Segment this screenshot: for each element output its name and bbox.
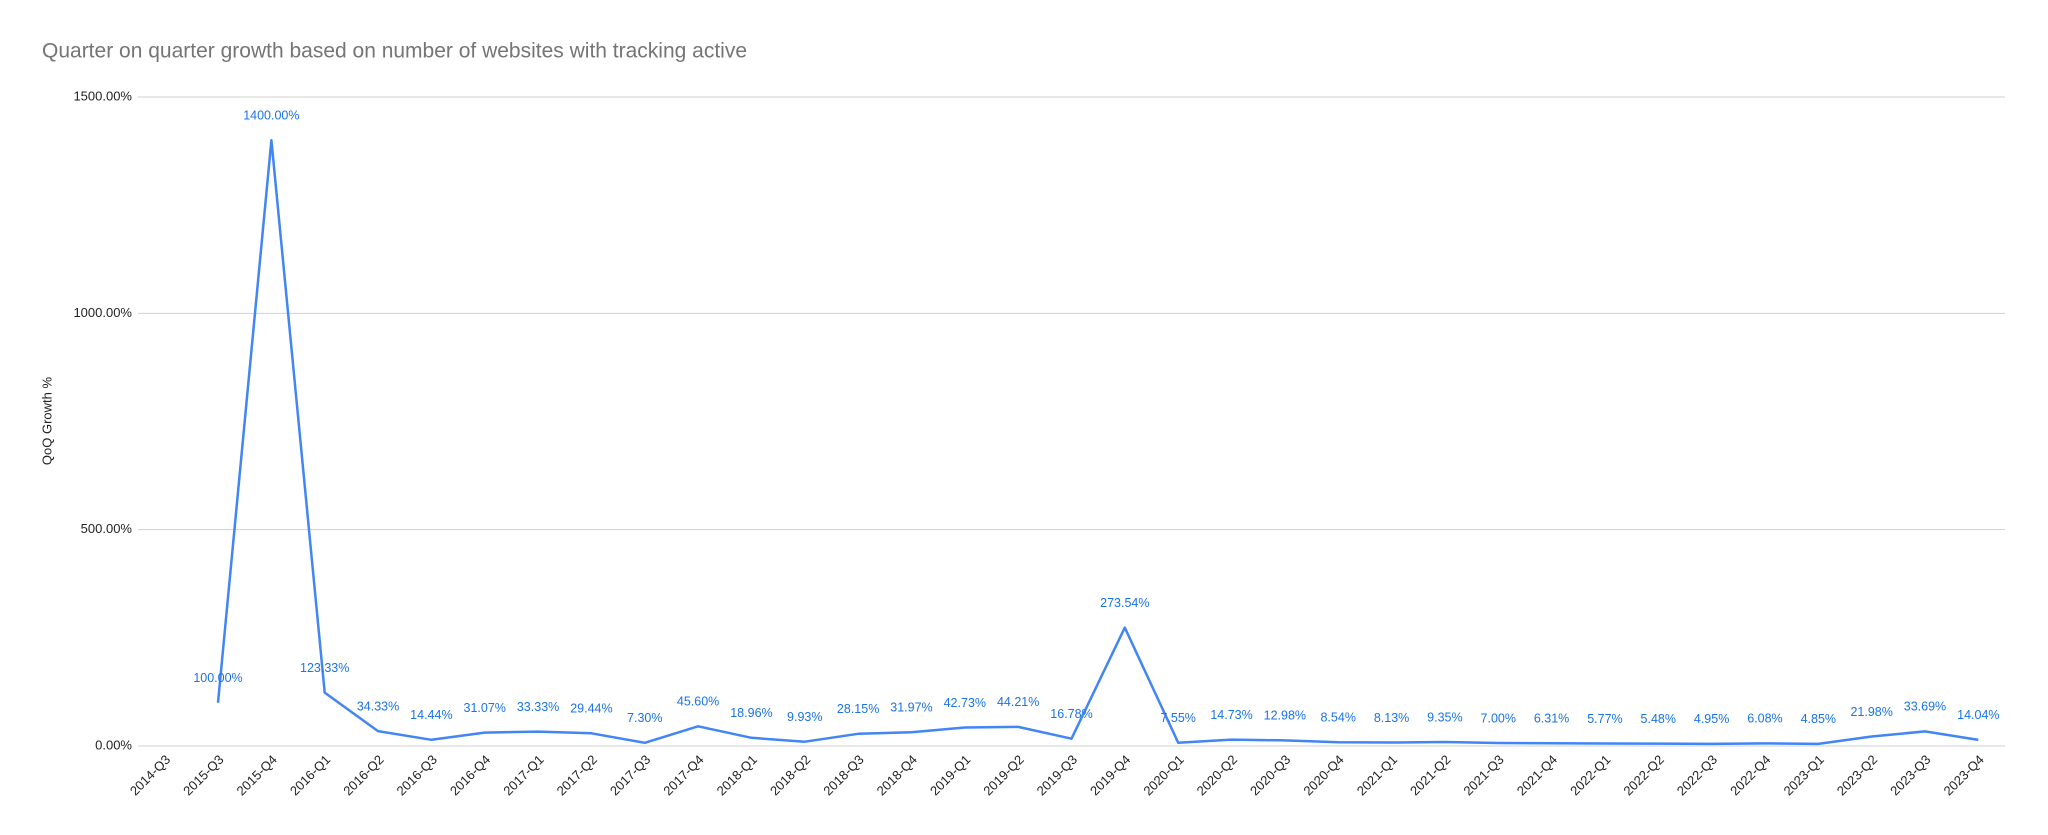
data-label: 8.13% — [1374, 711, 1409, 725]
y-tick-label: 1500.00% — [73, 88, 132, 103]
x-tick-label: 2017-Q1 — [500, 752, 546, 798]
data-label: 33.69% — [1904, 700, 1946, 714]
data-label: 42.73% — [944, 696, 986, 710]
data-label: 6.31% — [1534, 712, 1569, 726]
data-label: 100.00% — [193, 671, 242, 685]
x-tick-label: 2020-Q1 — [1140, 752, 1186, 798]
x-tick-label: 2023-Q3 — [1887, 752, 1933, 798]
x-tick-label: 2021-Q4 — [1514, 752, 1560, 798]
data-label: 16.78% — [1050, 707, 1092, 721]
data-label: 31.07% — [464, 701, 506, 715]
data-label: 34.33% — [357, 699, 399, 713]
y-tick-label: 0.00% — [95, 737, 132, 752]
x-tick-label: 2014-Q3 — [127, 752, 173, 798]
data-label: 31.97% — [890, 700, 932, 714]
data-label: 8.54% — [1320, 711, 1355, 725]
y-axis-label: QoQ Growth % — [39, 376, 54, 465]
x-tick-label: 2019-Q3 — [1034, 752, 1080, 798]
data-label: 33.33% — [517, 700, 559, 714]
data-label: 14.44% — [410, 708, 452, 722]
x-tick-label: 2017-Q4 — [660, 752, 706, 798]
x-tick-label: 2018-Q3 — [820, 752, 866, 798]
data-label: 44.21% — [997, 695, 1039, 709]
x-tick-label: 2018-Q1 — [714, 752, 760, 798]
x-tick-label: 2021-Q3 — [1460, 752, 1506, 798]
x-tick-label: 2018-Q4 — [874, 752, 920, 798]
data-label: 9.93% — [787, 710, 822, 724]
data-label: 7.55% — [1160, 711, 1195, 725]
x-tick-label: 2019-Q1 — [927, 752, 973, 798]
x-tick-label: 2015-Q4 — [234, 752, 280, 798]
x-tick-label: 2016-Q1 — [287, 752, 333, 798]
x-tick-label: 2020-Q2 — [1194, 752, 1240, 798]
y-tick-label: 1000.00% — [73, 305, 132, 320]
x-tick-label: 2016-Q2 — [340, 752, 386, 798]
data-label: 12.98% — [1264, 709, 1306, 723]
x-tick-label: 2015-Q3 — [180, 752, 226, 798]
x-tick-label: 2019-Q2 — [980, 752, 1026, 798]
x-tick-label: 2022-Q4 — [1727, 752, 1773, 798]
data-label: 14.73% — [1210, 708, 1252, 722]
data-label: 14.04% — [1957, 708, 1999, 722]
data-label: 123.33% — [300, 661, 349, 675]
data-label: 1400.00% — [243, 109, 299, 123]
x-tick-label: 2023-Q4 — [1940, 752, 1986, 798]
x-tick-label: 2017-Q2 — [554, 752, 600, 798]
data-label: 29.44% — [570, 702, 612, 716]
x-tick-label: 2016-Q4 — [447, 752, 493, 798]
x-tick-label: 2020-Q4 — [1300, 752, 1346, 798]
data-label: 7.00% — [1481, 711, 1516, 725]
x-tick-label: 2016-Q3 — [394, 752, 440, 798]
data-label: 4.85% — [1801, 712, 1836, 726]
x-tick-label: 2019-Q4 — [1087, 752, 1133, 798]
x-tick-label: 2022-Q1 — [1567, 752, 1613, 798]
x-tick-label: 2023-Q2 — [1834, 752, 1880, 798]
x-tick-label: 2017-Q3 — [607, 752, 653, 798]
data-label: 21.98% — [1850, 705, 1892, 719]
data-label: 5.77% — [1587, 712, 1622, 726]
x-tick-label: 2018-Q2 — [767, 752, 813, 798]
data-label: 4.95% — [1694, 712, 1729, 726]
data-label: 28.15% — [837, 702, 879, 716]
x-tick-label: 2022-Q2 — [1620, 752, 1666, 798]
data-label: 273.54% — [1100, 596, 1149, 610]
data-label: 45.60% — [677, 695, 719, 709]
data-label: 7.30% — [627, 711, 662, 725]
data-label: 18.96% — [730, 706, 772, 720]
y-tick-label: 500.00% — [81, 521, 133, 536]
line — [216, 139, 1979, 746]
x-tick-label: 2022-Q3 — [1674, 752, 1720, 798]
x-tick-label: 2021-Q1 — [1354, 752, 1400, 798]
data-label: 6.08% — [1747, 712, 1782, 726]
chart-title: Quarter on quarter growth based on numbe… — [42, 40, 747, 63]
data-label: 5.48% — [1641, 712, 1676, 726]
x-tick-label: 2023-Q1 — [1780, 752, 1826, 798]
data-label: 9.35% — [1427, 710, 1462, 724]
x-tick-label: 2021-Q2 — [1407, 752, 1453, 798]
x-tick-label: 2020-Q3 — [1247, 752, 1293, 798]
